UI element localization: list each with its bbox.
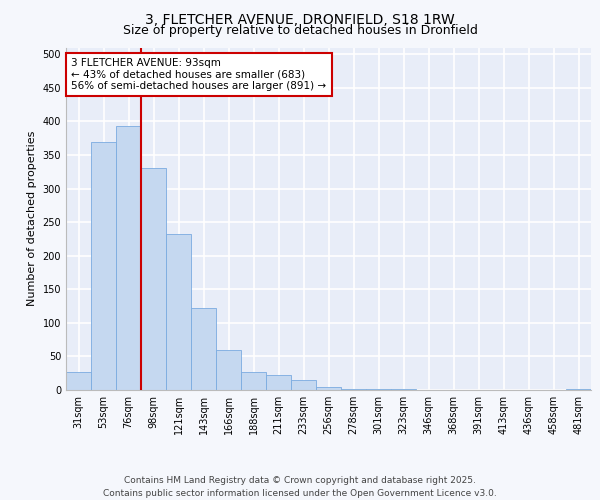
Bar — [166, 234, 191, 390]
Bar — [66, 372, 91, 390]
Bar — [241, 372, 266, 390]
Bar — [341, 388, 366, 390]
Bar — [141, 168, 166, 390]
Bar — [291, 380, 316, 390]
Text: Size of property relative to detached houses in Dronfield: Size of property relative to detached ho… — [122, 24, 478, 37]
Text: Contains HM Land Registry data © Crown copyright and database right 2025.
Contai: Contains HM Land Registry data © Crown c… — [103, 476, 497, 498]
Bar — [216, 350, 241, 390]
Bar — [316, 386, 341, 390]
Y-axis label: Number of detached properties: Number of detached properties — [27, 131, 37, 306]
Bar — [191, 308, 216, 390]
Bar — [91, 142, 116, 390]
Bar — [116, 126, 141, 390]
Text: 3, FLETCHER AVENUE, DRONFIELD, S18 1RW: 3, FLETCHER AVENUE, DRONFIELD, S18 1RW — [145, 12, 455, 26]
Text: 3 FLETCHER AVENUE: 93sqm
← 43% of detached houses are smaller (683)
56% of semi-: 3 FLETCHER AVENUE: 93sqm ← 43% of detach… — [71, 58, 326, 91]
Bar — [266, 375, 291, 390]
